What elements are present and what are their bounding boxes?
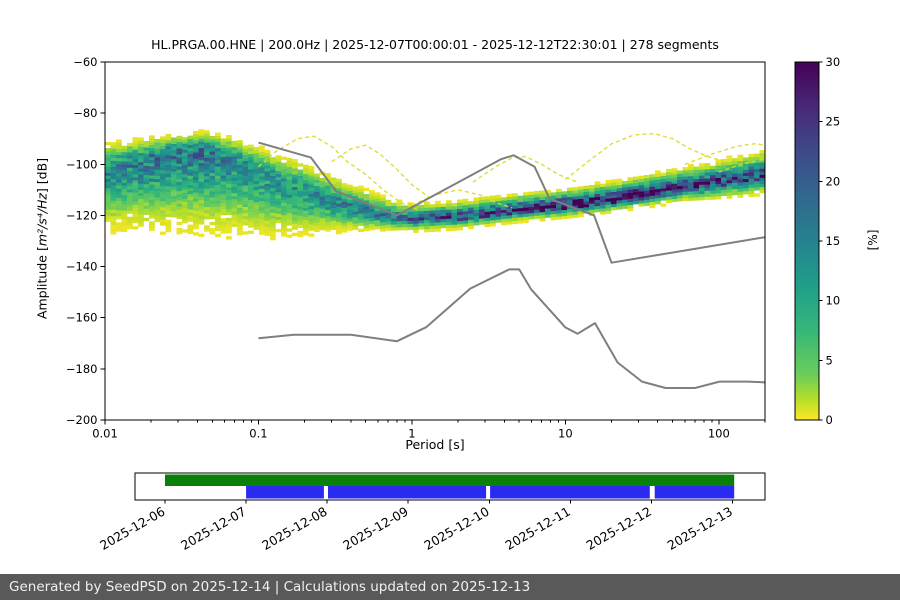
y-axis-ticks: −200 −180 −160 −140 −120 −100 −80 −60 (66, 55, 105, 427)
timeline-date-label: 2025-12-13 (665, 504, 735, 553)
footer-bar: Generated by SeedPSD on 2025-12-14 | Cal… (0, 574, 900, 600)
svg-text:0.1: 0.1 (249, 427, 267, 441)
svg-text:1: 1 (408, 427, 415, 441)
psd-coverage-bar (654, 486, 735, 499)
x-axis-ticks: 0.01 0.1 1 10 100 (92, 420, 766, 441)
timeline-date-label: 2025-12-12 (584, 504, 654, 553)
plot-canvas: 0.01 0.1 1 10 100−200−180−160−140−120−100−80… (66, 55, 841, 553)
svg-text:−120: −120 (66, 208, 98, 222)
psd-coverage-bar (328, 486, 487, 499)
svg-text:20: 20 (826, 174, 841, 188)
timeline-date-label: 2025-12-11 (502, 504, 572, 553)
svg-text:−180: −180 (66, 362, 98, 376)
svg-text:100: 100 (708, 427, 730, 441)
y-axis-label-units: m²/s⁴/Hz (34, 193, 50, 247)
svg-text:0: 0 (826, 413, 833, 427)
y-axis-label-prefix: Amplitude [ (34, 246, 50, 320)
svg-text:−80: −80 (73, 106, 97, 120)
colorbar-label: [%] (866, 229, 880, 251)
y-axis-label-suffix: ] [dB] (34, 157, 50, 194)
svg-text:−200: −200 (66, 413, 98, 427)
footer-text: Generated by SeedPSD on 2025-12-14 | Cal… (9, 579, 531, 595)
svg-text:−160: −160 (66, 311, 98, 325)
svg-text:15: 15 (826, 234, 841, 248)
y-axis-label: Amplitude [m²/s⁴/Hz] [dB] (35, 79, 50, 399)
ppsd-outlier-curves (258, 132, 765, 211)
chart-title: HL.PRGA.00.HNE | 200.0Hz | 2025-12-07T00… (151, 37, 719, 52)
psd-coverage-bar (246, 486, 324, 499)
timeline-date-label: 2025-12-08 (259, 504, 329, 553)
svg-text:−100: −100 (66, 157, 98, 171)
axes (104, 61, 766, 421)
svg-text:10: 10 (826, 294, 841, 308)
timeline-date-label: 2025-12-09 (340, 504, 410, 553)
svg-text:25: 25 (826, 115, 841, 129)
coverage-timeline: 2025-12-06 2025-12-07 2025-12-08 2025-12-09… (97, 472, 766, 553)
svg-text:10: 10 (558, 427, 573, 441)
psd-coverage-bar (490, 486, 650, 499)
x-axis-label: Period [s] (405, 437, 465, 452)
ppsd-heatmap (105, 129, 765, 241)
timeline-date-label: 2025-12-10 (421, 504, 491, 553)
svg-text:30: 30 (826, 55, 841, 69)
svg-text:−140: −140 (66, 260, 98, 274)
colorbar: 0 5 10 15 20 25 30 (794, 55, 841, 427)
svg-text:0.01: 0.01 (92, 427, 118, 441)
timeline-date-label: 2025-12-07 (178, 504, 248, 553)
svg-text:−60: −60 (73, 55, 97, 69)
noise-model-lines (258, 141, 765, 389)
svg-text:5: 5 (826, 353, 833, 367)
availability-bar (165, 474, 735, 486)
timeline-date-label: 2025-12-06 (97, 504, 167, 553)
